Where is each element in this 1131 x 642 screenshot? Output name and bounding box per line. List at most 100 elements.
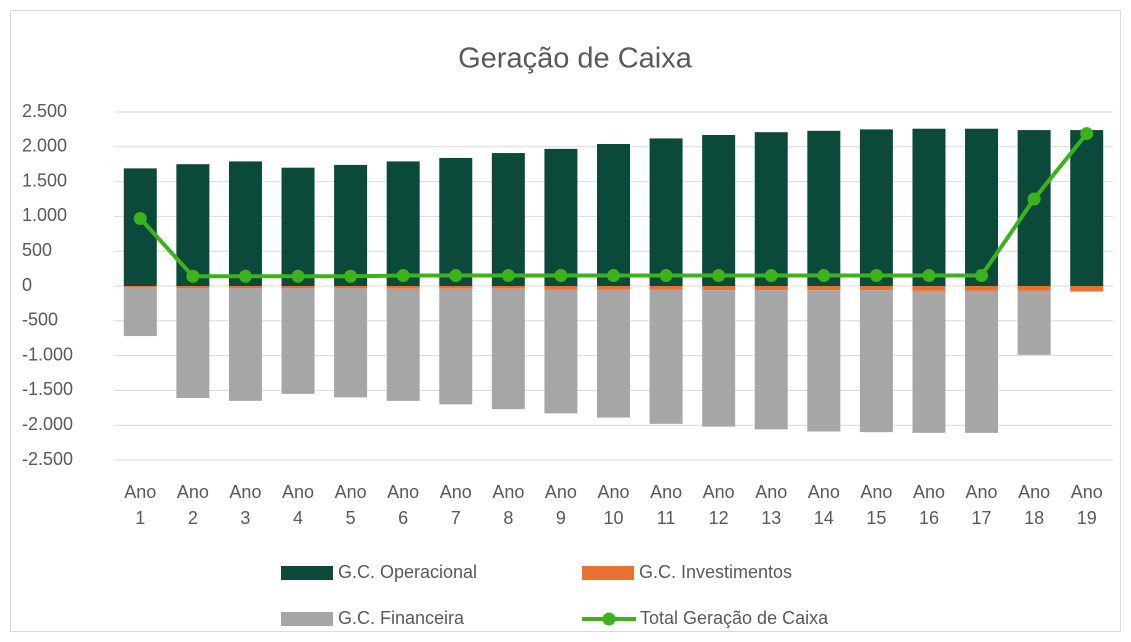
bar bbox=[334, 288, 368, 398]
line-marker bbox=[764, 269, 778, 283]
bar bbox=[544, 286, 578, 290]
bar bbox=[1070, 286, 1104, 292]
legend-label: G.C. Investimentos bbox=[639, 562, 792, 582]
y-tick-label: 1.000 bbox=[22, 205, 67, 225]
x-tick-label: Ano 9 bbox=[544, 482, 577, 528]
bar bbox=[281, 286, 315, 289]
bar bbox=[228, 286, 262, 289]
bar bbox=[281, 167, 315, 286]
bar bbox=[702, 290, 736, 427]
x-tick-label: Ano 8 bbox=[492, 482, 525, 528]
x-tick-label: Ano 14 bbox=[807, 482, 840, 528]
y-tick-label: 2.500 bbox=[22, 101, 67, 121]
line-marker bbox=[186, 269, 200, 283]
bar bbox=[334, 286, 368, 289]
bar bbox=[228, 161, 262, 286]
line-marker bbox=[554, 269, 568, 283]
bar bbox=[386, 161, 420, 286]
bar bbox=[597, 144, 630, 286]
line-marker bbox=[869, 269, 883, 283]
line-marker bbox=[1027, 192, 1041, 206]
bar bbox=[754, 290, 788, 430]
bar bbox=[965, 286, 999, 291]
bar bbox=[965, 128, 999, 286]
line-marker bbox=[291, 269, 305, 283]
legend-label: G.C. Financeira bbox=[338, 608, 465, 628]
bar bbox=[1017, 290, 1051, 355]
x-tick-label: Ano 13 bbox=[755, 482, 788, 528]
bar bbox=[491, 153, 525, 286]
line-marker bbox=[712, 269, 726, 283]
x-tick-label: Ano 10 bbox=[597, 482, 630, 528]
bar bbox=[859, 290, 893, 433]
legend-swatch bbox=[582, 566, 634, 580]
bar bbox=[544, 148, 578, 286]
x-tick-label: Ano 7 bbox=[439, 482, 472, 528]
y-tick-label: -1.500 bbox=[22, 379, 73, 399]
line-marker bbox=[238, 269, 252, 283]
bar bbox=[912, 290, 946, 433]
line-marker bbox=[396, 269, 410, 283]
bar bbox=[176, 164, 210, 286]
y-tick-label: 500 bbox=[22, 240, 52, 260]
bar bbox=[386, 286, 420, 289]
bar bbox=[176, 286, 210, 289]
legend-swatch bbox=[281, 566, 333, 580]
bar bbox=[439, 157, 473, 286]
y-tick-label: 1.500 bbox=[22, 170, 67, 190]
y-tick-label: 2.000 bbox=[22, 136, 67, 156]
bar bbox=[754, 132, 788, 286]
bar bbox=[123, 287, 157, 337]
legend-swatch bbox=[281, 612, 333, 626]
bar bbox=[1017, 130, 1051, 286]
bar bbox=[807, 130, 841, 286]
line-marker bbox=[449, 269, 463, 283]
line-marker bbox=[817, 269, 831, 283]
line-marker bbox=[607, 269, 620, 283]
bar bbox=[649, 289, 683, 424]
line-marker bbox=[501, 269, 515, 283]
line-marker bbox=[922, 269, 936, 283]
x-tick-label: Ano 5 bbox=[334, 482, 367, 528]
y-tick-label: 0 bbox=[22, 275, 32, 295]
bar bbox=[491, 288, 525, 410]
bar bbox=[386, 288, 420, 401]
bar bbox=[334, 164, 368, 286]
x-tick-label: Ano 11 bbox=[650, 482, 683, 528]
line-marker bbox=[975, 269, 989, 283]
bar bbox=[1070, 130, 1104, 286]
bar bbox=[439, 288, 473, 405]
x-tick-label: Ano 1 bbox=[124, 482, 157, 528]
bar bbox=[123, 168, 157, 286]
bar bbox=[544, 289, 578, 414]
y-tick-label: -2.000 bbox=[22, 414, 73, 434]
legend-swatch bbox=[602, 612, 616, 626]
line-marker bbox=[1080, 127, 1094, 141]
bar bbox=[912, 286, 946, 291]
bar bbox=[597, 286, 630, 290]
bar bbox=[123, 286, 157, 288]
bar bbox=[859, 129, 893, 286]
bar bbox=[912, 128, 946, 286]
bar bbox=[807, 286, 841, 291]
bar bbox=[649, 138, 683, 286]
x-tick-label: Ano 4 bbox=[282, 482, 315, 528]
bar bbox=[754, 286, 788, 291]
x-tick-label: Ano 12 bbox=[702, 482, 735, 528]
bar bbox=[281, 288, 315, 394]
bar bbox=[228, 288, 262, 401]
y-tick-label: -1.000 bbox=[22, 344, 73, 364]
bar bbox=[965, 290, 999, 433]
bar bbox=[176, 288, 210, 399]
bar bbox=[807, 290, 841, 432]
bar bbox=[1017, 286, 1051, 291]
x-tick-label: Ano 16 bbox=[912, 482, 945, 528]
x-tick-label: Ano 19 bbox=[1070, 482, 1103, 528]
legend-label: Total Geração de Caixa bbox=[640, 608, 829, 628]
chart-title: Geração de Caixa bbox=[458, 43, 693, 75]
x-tick-label: Ano 18 bbox=[1018, 482, 1051, 528]
bar bbox=[649, 286, 683, 290]
bar bbox=[439, 286, 473, 289]
